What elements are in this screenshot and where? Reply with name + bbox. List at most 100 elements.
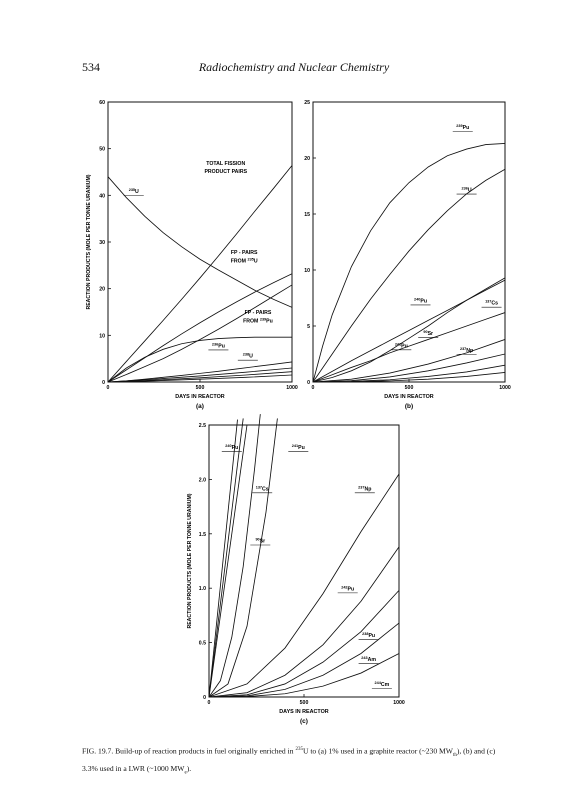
caption-sub-th: th	[452, 753, 457, 759]
chart-b-annotation: 137Cs	[485, 300, 498, 307]
chart-c-series-9	[208, 653, 400, 698]
chart-c-ytick-label: 1.5	[199, 532, 206, 538]
chart-a-annotation: FP - PAIRS	[245, 310, 272, 316]
chart-b-series-4	[312, 312, 506, 383]
chart-c-annotation: 237Np	[358, 485, 371, 492]
running-title: Radiochemistry and Nuclear Chemistry	[198, 60, 390, 74]
chart-a-ytick-label: 10	[99, 333, 105, 339]
chart-b-series-0	[312, 143, 506, 383]
chart-c-xtick-label: 500	[300, 700, 309, 706]
chart-b-xtick-label: 0	[312, 385, 315, 391]
chart-c-annotation: 242Pu	[341, 585, 354, 592]
chart-b-panel-label: (b)	[405, 403, 413, 410]
chart-b-annotation: 237Np	[460, 347, 473, 354]
chart-a-ytick-label: 30	[99, 240, 105, 246]
chart-c-ylabel: REACTION PRODUCTS (MOLE PER TONNE URANIU…	[187, 493, 193, 628]
chart-b-plot: 0 500 1000 0 5 10 15 20 25 DAYS IN REACTOR (b) 239P…	[304, 100, 511, 410]
chart-a-annotation: FROM 239Pu	[243, 317, 273, 324]
chart-a-plot: 0 500 1000 0 10 20 30 40 50 60 DAYS IN REACTOR (a) R…	[86, 100, 298, 410]
page-number: 534	[82, 60, 100, 74]
caption-mid: to (a) 1% used in a graphite reactor (~2…	[308, 746, 453, 756]
chart-c-annotation: 137Cs	[256, 485, 269, 492]
caption-lead: FIG. 19.7. Build-up of reaction products…	[82, 746, 296, 756]
chart-a-panel-label: (a)	[196, 403, 204, 410]
chart-a-ytick-label: 50	[99, 147, 105, 153]
chart-c-annotation: 238Pu	[362, 632, 375, 639]
chart-a-series-7	[107, 371, 293, 383]
chart-a-annotation: PRODUCT PAIRS	[204, 169, 247, 175]
chart-b-series-6	[312, 353, 506, 383]
caption-sub-e: e	[184, 770, 187, 776]
chart-a-xtick-label: 1000	[286, 385, 298, 391]
caption-mid2: ), (b) and (c) 3.3% used in a LWR (~1000…	[82, 746, 496, 774]
chart-a-xtick-label: 0	[107, 385, 110, 391]
chart-b-ytick-label: 20	[304, 156, 310, 162]
chart-b-ytick-label: 10	[304, 268, 310, 274]
chart-c-ytick-label: 1.0	[199, 586, 206, 592]
chart-a-xtick-label: 500	[196, 385, 205, 391]
chart-a-ytick-label: 0	[102, 380, 105, 386]
chart-c-panel-label: (c)	[300, 718, 308, 725]
chart-b-series-1	[312, 168, 506, 383]
chart-a-annotation: FP - PAIRS	[231, 250, 258, 256]
chart-c-xtick-label: 0	[208, 700, 211, 706]
chart-b-ytick-label: 0	[307, 380, 310, 386]
chart-c-ytick-label: 2.0	[199, 477, 206, 483]
chart-b-series-3	[312, 279, 506, 383]
chart-c-plot: 0 500 1000 0 0.5 1.0 1.5 2.0 2.5 DAYS IN REACTOR (…	[187, 414, 405, 725]
chart-a-series-4	[107, 336, 292, 383]
chart-b-ytick-label: 25	[304, 100, 310, 106]
chart-c-series-2	[208, 424, 248, 698]
chart-b-annotation: 90Sr	[423, 330, 433, 337]
caption-isotope-mass: 235	[295, 747, 303, 752]
figure-caption: FIG. 19.7. Build-up of reaction products…	[82, 743, 502, 780]
chart-a-series-0	[107, 176, 293, 308]
chart-c-annotation: 244Cm	[375, 681, 390, 688]
chart-b-xtick-label: 500	[405, 385, 414, 391]
chart-a-series-3	[107, 284, 293, 383]
chart-c-annotation: 90Sr	[255, 538, 265, 545]
chart-b-ytick-label: 5	[307, 324, 310, 330]
chart-c-series-7	[208, 590, 400, 698]
chart-a-annotation: 236Pu	[212, 342, 225, 349]
chart-c-series-6	[208, 546, 400, 698]
chart-a-series-1	[107, 165, 293, 383]
chart-b-annotation: 241Pu	[395, 342, 408, 349]
chart-a-annotation: TOTAL FISSION	[206, 161, 245, 167]
chart-b-annotation: 236U	[462, 187, 472, 194]
chart-c-series-3	[208, 414, 261, 698]
chart-b-xlabel: DAYS IN REACTOR	[384, 394, 434, 400]
chart-c-ytick-label: 0.5	[199, 641, 206, 647]
chart-c-ytick-label: 2.5	[199, 423, 206, 429]
chart-a-ytick-label: 20	[99, 287, 105, 293]
chart-c-annotation: 240Pu	[225, 444, 238, 451]
chart-c-series-0	[208, 419, 238, 698]
chart-c-series-1	[208, 418, 244, 698]
chart-c-xtick-label: 1000	[393, 700, 405, 706]
chart-c-series-4	[208, 418, 278, 698]
chart-a-series-2	[107, 273, 293, 383]
chart-a-ytick-label: 60	[99, 100, 105, 106]
chart-c-series-8	[208, 622, 400, 698]
chart-a-xlabel: DAYS IN REACTOR	[175, 394, 225, 400]
chart-c-series-5	[208, 473, 400, 698]
chart-b-annotation: 239Pu	[456, 124, 469, 131]
chart-c-annotation: 241Pu	[292, 444, 305, 451]
chart-a-annotation: FROM 235U	[231, 258, 258, 265]
chart-a-series-6	[107, 367, 293, 383]
chart-b-xtick-label: 1000	[499, 385, 511, 391]
chart-b-annotation: 240Pu	[414, 297, 427, 304]
chart-a-ylabel: REACTION PRODUCTS (MOLE PER TONNE URANIU…	[86, 174, 92, 309]
chart-c-annotation: 243Am	[361, 656, 376, 663]
chart-b-series-5	[312, 339, 506, 383]
chart-a-annotation: 235U	[129, 188, 139, 195]
caption-end: ).	[186, 764, 192, 774]
chart-c-xlabel: DAYS IN REACTOR	[279, 709, 329, 715]
chart-a-ytick-label: 40	[99, 193, 105, 199]
chart-b-ytick-label: 15	[304, 212, 310, 218]
chart-c-ytick-label: 0	[203, 695, 206, 701]
caption-isotope-element: U	[302, 746, 309, 756]
chart-a-annotation: 238U	[243, 353, 253, 360]
